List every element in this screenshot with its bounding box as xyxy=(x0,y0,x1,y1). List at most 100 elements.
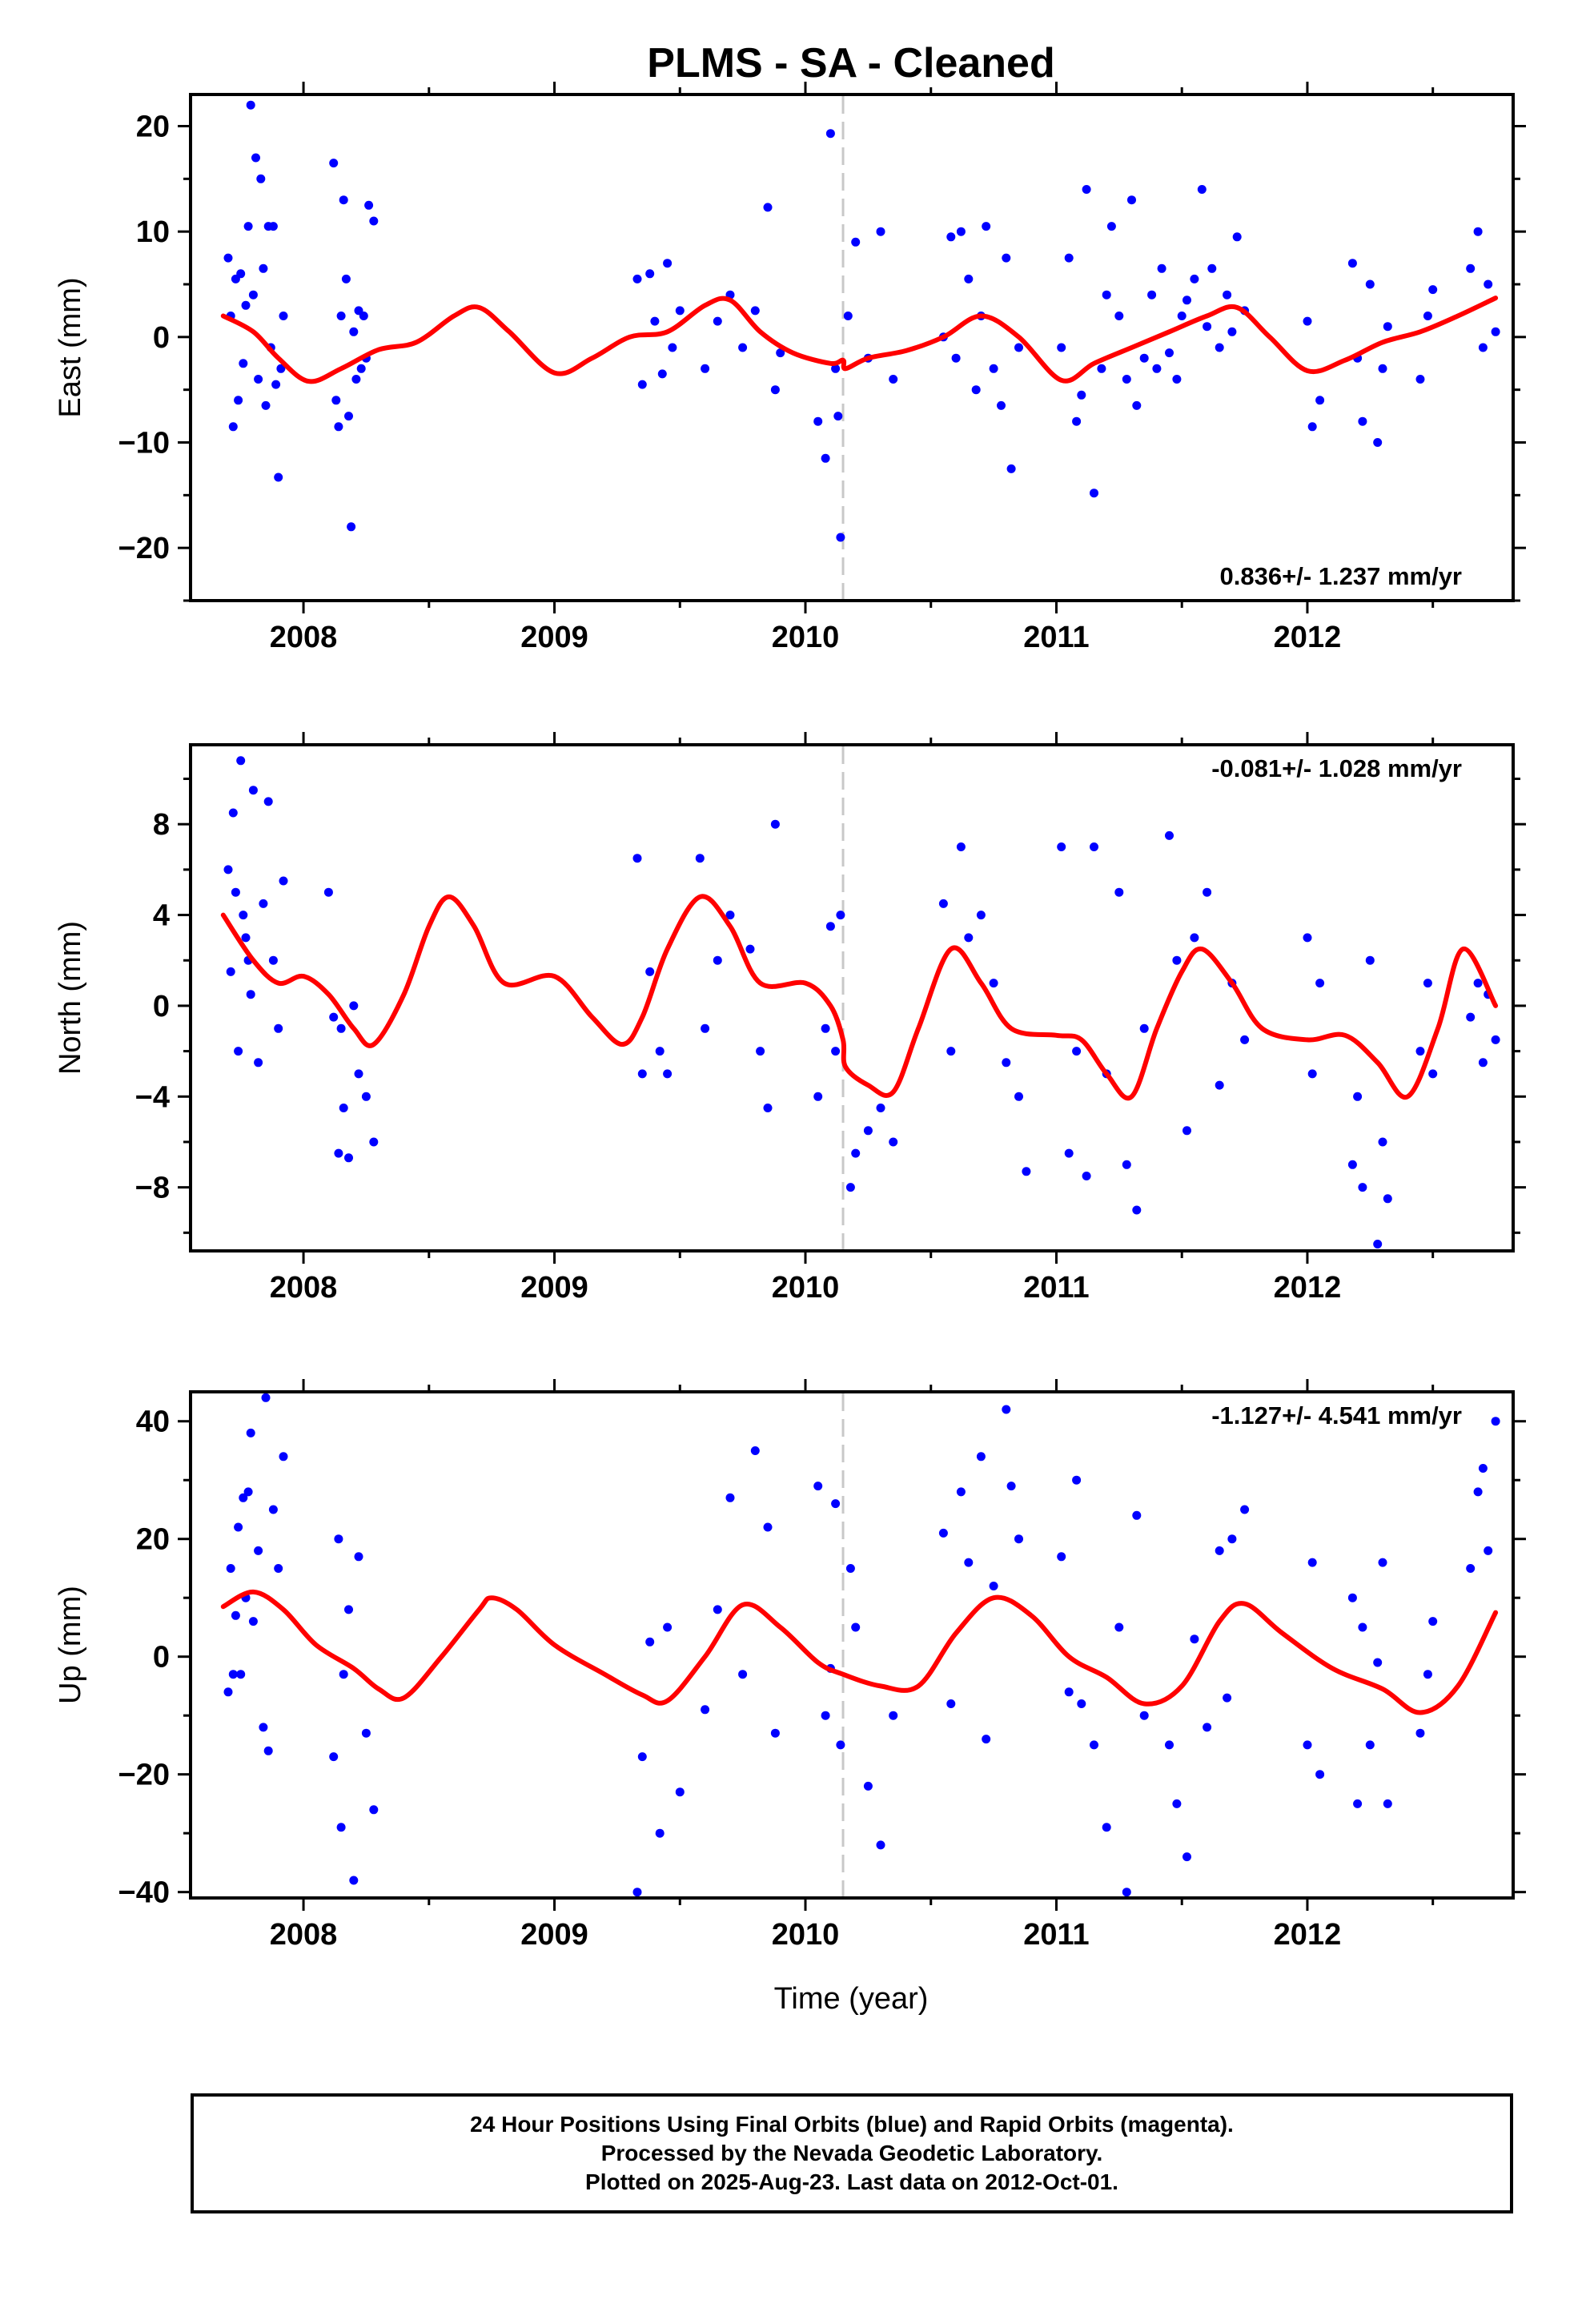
data-point xyxy=(1347,1160,1357,1169)
data-point xyxy=(1491,1417,1500,1426)
data-point xyxy=(763,203,773,212)
data-point xyxy=(1365,279,1375,289)
data-point xyxy=(223,865,233,875)
data-point xyxy=(836,1740,845,1750)
data-point xyxy=(254,375,263,384)
data-point xyxy=(1057,343,1066,352)
data-point xyxy=(246,990,255,999)
data-point xyxy=(1358,1622,1367,1632)
data-point xyxy=(1014,343,1023,352)
data-point xyxy=(1172,375,1182,384)
data-point xyxy=(1383,1799,1392,1808)
data-point xyxy=(1358,1183,1367,1192)
data-point xyxy=(1190,1634,1199,1644)
data-point xyxy=(279,1452,288,1462)
data-point xyxy=(254,1058,263,1068)
data-point xyxy=(259,1723,268,1732)
data-point xyxy=(645,967,655,976)
data-point xyxy=(750,306,760,316)
data-point xyxy=(1315,396,1325,405)
x-tick-label: 2008 xyxy=(270,1271,338,1305)
data-point xyxy=(1466,1012,1476,1022)
data-point xyxy=(831,364,841,373)
model-curve xyxy=(220,894,1499,1101)
data-point xyxy=(1373,1658,1383,1667)
data-point xyxy=(223,1687,233,1697)
data-point xyxy=(1177,312,1186,320)
up-panel: 2008 2009 2010 2011 2012 −40 −20 0 20 40 Up (mm) -1… xyxy=(54,1379,1526,1952)
data-point xyxy=(763,1522,773,1532)
rate-label: -1.127+/- 4.541 mm/yr xyxy=(1211,1401,1462,1429)
data-point xyxy=(1172,1799,1182,1808)
y-tick-label: 20 xyxy=(136,1523,170,1557)
data-point xyxy=(1006,464,1016,473)
data-point xyxy=(1227,1534,1237,1544)
data-point xyxy=(1484,1546,1493,1555)
data-point xyxy=(889,375,898,384)
data-point xyxy=(234,396,243,405)
data-point xyxy=(369,216,379,226)
data-point xyxy=(1014,1534,1023,1544)
data-point xyxy=(1215,343,1224,352)
data-point xyxy=(843,312,853,320)
data-point xyxy=(675,306,685,316)
data-point xyxy=(889,1137,898,1147)
data-point xyxy=(663,1622,673,1632)
data-point xyxy=(1240,1505,1250,1514)
y-tick-label: −10 xyxy=(118,427,170,460)
data-point xyxy=(833,412,843,421)
x-axis-label: Time (year) xyxy=(774,1982,929,2016)
data-point xyxy=(1373,1240,1383,1248)
data-point xyxy=(1347,259,1357,268)
data-point xyxy=(336,312,346,320)
data-point xyxy=(331,396,341,405)
data-point xyxy=(361,1092,371,1101)
data-point xyxy=(701,364,710,373)
data-point xyxy=(259,899,268,908)
data-point xyxy=(770,1728,780,1738)
data-point xyxy=(632,854,642,863)
y-tick-label: 0 xyxy=(153,321,170,355)
data-point xyxy=(1473,1487,1483,1497)
data-point xyxy=(1082,1172,1091,1180)
data-point xyxy=(1139,353,1149,363)
data-point xyxy=(964,933,974,943)
data-point xyxy=(946,232,956,242)
data-point xyxy=(713,955,722,965)
y-tick-label: −8 xyxy=(135,1172,170,1205)
data-point xyxy=(246,100,255,110)
data-point xyxy=(1139,1023,1149,1033)
data-point xyxy=(344,1153,353,1163)
data-point xyxy=(349,1001,359,1011)
data-point xyxy=(241,933,251,943)
data-point xyxy=(1157,263,1166,273)
data-point xyxy=(228,808,238,818)
data-point xyxy=(359,312,368,320)
data-point xyxy=(1114,887,1124,897)
data-point xyxy=(1423,979,1432,988)
data-point xyxy=(354,1552,363,1562)
data-point xyxy=(256,174,266,183)
data-point xyxy=(334,1534,343,1544)
data-point xyxy=(1132,400,1142,410)
data-point xyxy=(1315,979,1325,988)
data-point xyxy=(334,1148,343,1158)
y-axis-label: North (mm) xyxy=(54,921,87,1075)
data-point xyxy=(248,786,258,795)
data-point xyxy=(1207,263,1217,273)
data-point xyxy=(1473,227,1483,236)
data-point xyxy=(821,1023,830,1033)
data-point xyxy=(1478,343,1488,352)
data-point xyxy=(1303,933,1312,943)
data-point xyxy=(259,263,268,273)
data-point xyxy=(1182,1852,1191,1862)
data-point xyxy=(1227,327,1237,336)
data-point xyxy=(351,375,361,384)
rate-label: -0.081+/- 1.028 mm/yr xyxy=(1211,754,1462,782)
data-point xyxy=(713,1605,722,1614)
data-point xyxy=(1022,1167,1031,1176)
rate-label: 0.836+/- 1.237 mm/yr xyxy=(1220,562,1462,590)
data-point xyxy=(1223,290,1232,300)
x-tick-label: 2010 xyxy=(772,1271,840,1305)
data-point xyxy=(1006,1482,1016,1491)
